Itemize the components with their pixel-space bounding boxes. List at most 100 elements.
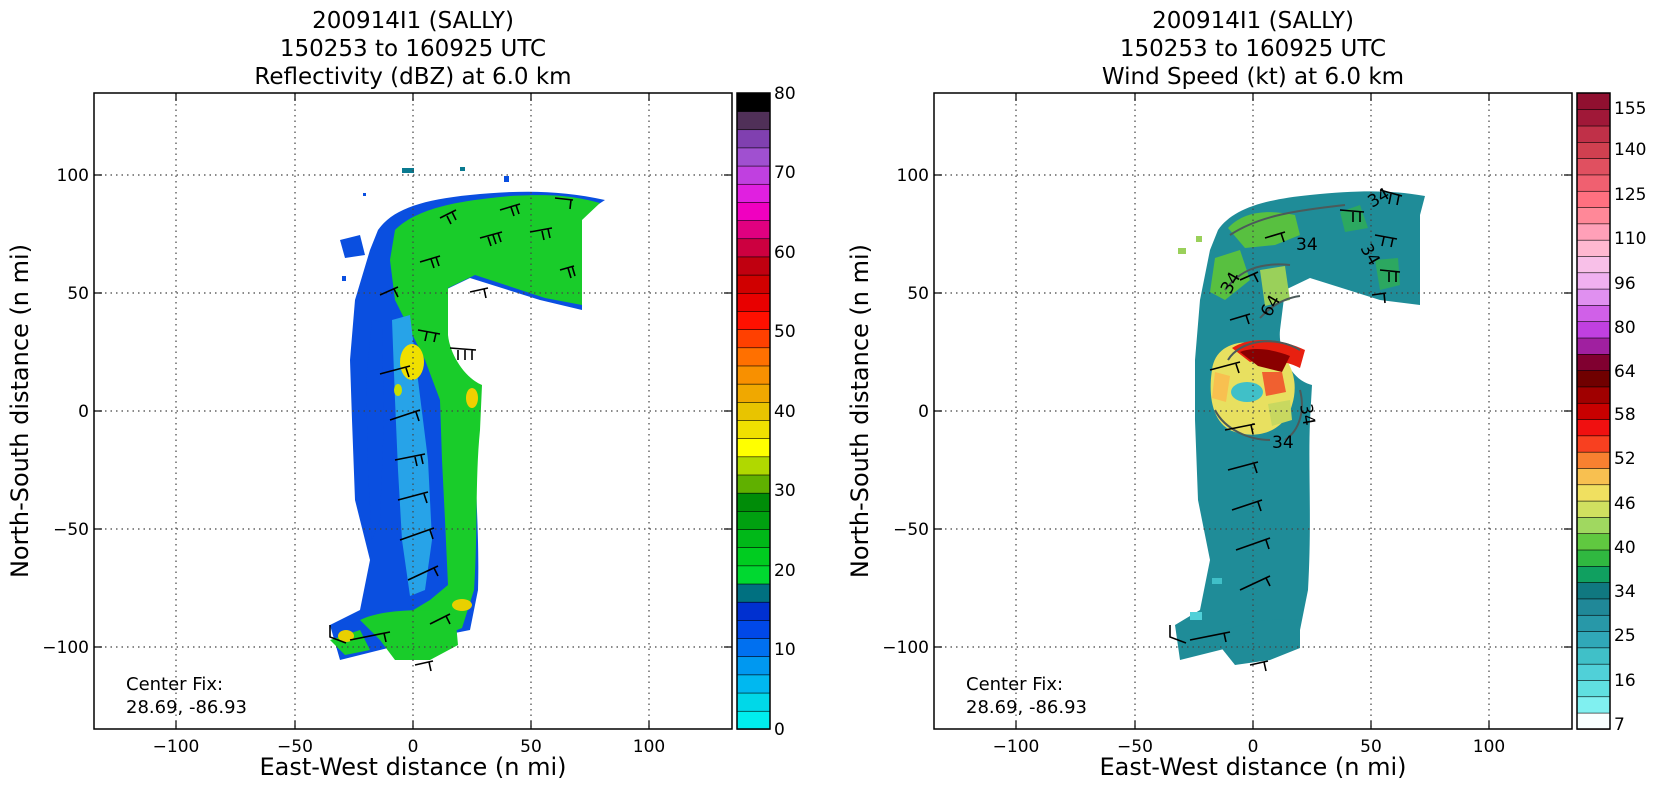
x-axis-label: East-West distance (n mi) bbox=[259, 753, 566, 781]
colorbar-swatch bbox=[1576, 125, 1611, 143]
colorbar-swatch bbox=[1576, 272, 1611, 290]
colorbar-swatch bbox=[736, 110, 771, 131]
colorbar-label: 58 bbox=[1614, 405, 1636, 425]
colorbar-swatch bbox=[1576, 418, 1611, 437]
grid-lines bbox=[934, 93, 1572, 729]
colorbar-label: 70 bbox=[774, 163, 796, 183]
colorbar-swatch bbox=[736, 492, 771, 512]
colorbar-swatch bbox=[1576, 581, 1611, 600]
colorbar-swatch bbox=[736, 310, 771, 330]
colorbar-swatch bbox=[736, 383, 771, 403]
colorbar-frame bbox=[736, 92, 771, 730]
colorbar-label: 80 bbox=[1614, 318, 1636, 338]
center-fix-value: 28.69, -86.93 bbox=[966, 697, 1087, 718]
wind-barbs bbox=[329, 197, 576, 672]
y-tick-label: 0 bbox=[918, 402, 929, 422]
y-tick-label: −100 bbox=[882, 638, 929, 658]
colorbar-swatch bbox=[1576, 353, 1611, 371]
x-tick-label: 0 bbox=[408, 737, 419, 757]
colorbar-swatch bbox=[1576, 435, 1611, 453]
colorbar-swatch bbox=[1576, 239, 1611, 257]
colorbar-label: 25 bbox=[1614, 626, 1636, 646]
wind-speed-field bbox=[1175, 191, 1425, 665]
colorbar-swatch bbox=[736, 92, 771, 112]
colorbar-swatch bbox=[736, 674, 771, 694]
colorbar-swatch bbox=[1576, 288, 1611, 306]
colorbar-label: 40 bbox=[774, 402, 796, 422]
colorbar-swatch bbox=[1576, 321, 1611, 339]
colorbar-label: 60 bbox=[774, 243, 796, 263]
colorbar-swatch bbox=[736, 474, 771, 494]
colorbar-swatch bbox=[1576, 598, 1611, 616]
colorbar-label: 125 bbox=[1614, 185, 1646, 205]
colorbar-swatch bbox=[736, 528, 771, 548]
colorbar-swatch bbox=[1576, 190, 1611, 208]
colorbar-swatch bbox=[736, 165, 771, 185]
tick-marks bbox=[94, 93, 732, 729]
colorbar-swatch bbox=[736, 219, 771, 240]
colorbar-swatch bbox=[1576, 565, 1611, 583]
y-tick-label: −50 bbox=[893, 520, 929, 540]
x-tick-label: 50 bbox=[520, 737, 542, 757]
colorbar-swatch bbox=[736, 710, 771, 730]
colorbar-swatch bbox=[736, 619, 771, 639]
x-tick-label: −100 bbox=[993, 737, 1040, 757]
wind-contours bbox=[1214, 204, 1346, 441]
colorbar-swatch bbox=[1576, 712, 1611, 730]
title-line-2: 150253 to 160925 UTC bbox=[1120, 36, 1386, 62]
tick-marks bbox=[934, 93, 1572, 729]
colorbar-swatch bbox=[1576, 549, 1611, 567]
colorbar-label: 52 bbox=[1614, 449, 1636, 469]
wind-speed-panel: 200914I1 (SALLY) 150253 to 160925 UTC Wi… bbox=[846, 8, 1646, 781]
colorbar-swatch bbox=[1576, 663, 1611, 681]
colorbar-label: 80 bbox=[774, 84, 796, 104]
colorbar-label: 46 bbox=[1614, 494, 1636, 514]
colorbar-swatch bbox=[1576, 696, 1611, 714]
colorbar-swatch bbox=[1576, 141, 1611, 159]
colorbar-swatch bbox=[1576, 174, 1611, 192]
colorbar-swatch bbox=[1576, 255, 1611, 274]
x-tick-label: 100 bbox=[1473, 737, 1505, 757]
colorbar-swatch bbox=[736, 437, 771, 458]
title-line-1: 200914I1 (SALLY) bbox=[312, 8, 514, 34]
colorbar-swatch bbox=[736, 583, 771, 603]
colorbar-swatch bbox=[736, 692, 771, 712]
y-axis-label: North-South distance (n mi) bbox=[846, 244, 874, 578]
reflectivity-colorbar bbox=[736, 92, 771, 730]
y-tick-label: 50 bbox=[67, 284, 89, 304]
contour-label: 34 bbox=[1295, 402, 1318, 427]
colorbar-swatch bbox=[736, 565, 771, 585]
colorbar-frame bbox=[1576, 92, 1611, 730]
x-tick-label: −50 bbox=[1117, 737, 1153, 757]
colorbar-label: 30 bbox=[774, 481, 796, 501]
y-axis-label: North-South distance (n mi) bbox=[6, 244, 34, 578]
colorbar-label: 64 bbox=[1614, 362, 1636, 382]
colorbar-swatch bbox=[1576, 500, 1611, 518]
wind-speed-colorbar bbox=[1576, 92, 1611, 730]
colorbar-swatch bbox=[736, 201, 771, 221]
colorbar-label: 96 bbox=[1614, 274, 1636, 294]
colorbar-swatch bbox=[1576, 451, 1611, 469]
colorbar-swatch bbox=[1576, 679, 1611, 698]
colorbar-swatch bbox=[736, 183, 771, 203]
colorbar-swatch bbox=[1576, 223, 1611, 241]
colorbar-label: 20 bbox=[774, 561, 796, 581]
colorbar-label: 7 bbox=[1614, 715, 1625, 735]
colorbar-swatch bbox=[736, 347, 771, 367]
colorbar-swatch bbox=[1576, 484, 1611, 502]
colorbar-swatch bbox=[1576, 206, 1611, 225]
colorbar-swatch bbox=[736, 274, 771, 294]
colorbar-swatch bbox=[736, 401, 771, 421]
title-line-3: Wind Speed (kt) at 6.0 km bbox=[1102, 64, 1404, 90]
colorbar-label: 16 bbox=[1614, 671, 1636, 691]
y-tick-label: −50 bbox=[53, 520, 89, 540]
x-tick-label: 50 bbox=[1360, 737, 1382, 757]
y-tick-label: 100 bbox=[57, 166, 89, 186]
colorbar-swatch bbox=[736, 637, 771, 658]
colorbar-label: 110 bbox=[1614, 229, 1646, 249]
colorbar-swatch bbox=[1576, 109, 1611, 127]
x-tick-label: 100 bbox=[633, 737, 665, 757]
contour-label: 34 bbox=[1272, 433, 1294, 453]
colorbar-label: 155 bbox=[1614, 99, 1646, 119]
